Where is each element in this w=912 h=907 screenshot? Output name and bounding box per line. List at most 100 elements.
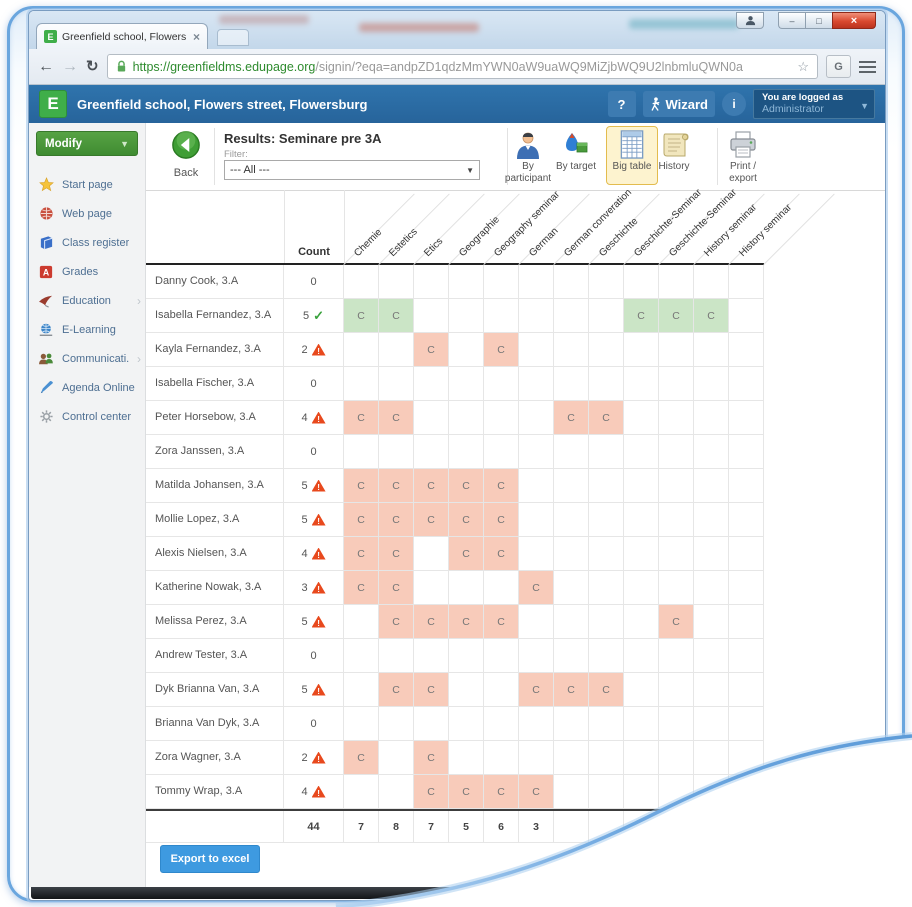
empty-cell[interactable] — [589, 741, 624, 774]
empty-cell[interactable] — [659, 469, 694, 502]
empty-cell[interactable] — [624, 333, 659, 366]
empty-cell[interactable] — [344, 605, 379, 638]
empty-cell[interactable] — [554, 639, 589, 672]
enrolled-cell[interactable]: C — [484, 605, 519, 638]
by-target-button[interactable]: By target — [550, 127, 602, 185]
empty-cell[interactable] — [694, 707, 729, 740]
empty-cell[interactable] — [344, 673, 379, 706]
empty-cell[interactable] — [694, 401, 729, 434]
enrolled-cell[interactable]: C — [449, 469, 484, 502]
empty-cell[interactable] — [484, 571, 519, 604]
enrolled-cell[interactable]: C — [414, 775, 449, 808]
empty-cell[interactable] — [519, 469, 554, 502]
enrolled-cell[interactable]: C — [379, 673, 414, 706]
empty-cell[interactable] — [554, 707, 589, 740]
empty-cell[interactable] — [729, 469, 764, 502]
print-export-button[interactable]: Print / export — [717, 127, 769, 185]
history-button[interactable]: History — [648, 127, 700, 185]
info-icon[interactable]: i — [722, 92, 746, 116]
empty-cell[interactable] — [659, 673, 694, 706]
enrolled-cell[interactable]: C — [449, 537, 484, 570]
sidebar-item-education[interactable]: Education › — [29, 286, 145, 315]
empty-cell[interactable] — [729, 571, 764, 604]
empty-cell[interactable] — [624, 673, 659, 706]
empty-cell[interactable] — [449, 639, 484, 672]
enrolled-cell[interactable]: C — [659, 299, 694, 332]
empty-cell[interactable] — [624, 639, 659, 672]
empty-cell[interactable] — [694, 741, 729, 774]
empty-cell[interactable] — [624, 571, 659, 604]
enrolled-cell[interactable]: C — [344, 469, 379, 502]
enrolled-cell[interactable]: C — [484, 333, 519, 366]
empty-cell[interactable] — [379, 333, 414, 366]
empty-cell[interactable] — [414, 401, 449, 434]
empty-cell[interactable] — [449, 265, 484, 298]
minimize-button[interactable]: – — [778, 12, 805, 29]
empty-cell[interactable] — [379, 707, 414, 740]
enrolled-cell[interactable]: C — [344, 537, 379, 570]
empty-cell[interactable] — [694, 605, 729, 638]
export-to-excel-button[interactable]: Export to excel — [160, 845, 260, 873]
enrolled-cell[interactable]: C — [694, 299, 729, 332]
empty-cell[interactable] — [449, 299, 484, 332]
empty-cell[interactable] — [589, 333, 624, 366]
empty-cell[interactable] — [659, 537, 694, 570]
enrolled-cell[interactable]: C — [624, 299, 659, 332]
empty-cell[interactable] — [659, 333, 694, 366]
sidebar-item-start-page[interactable]: Start page — [29, 170, 145, 199]
close-button[interactable]: × — [832, 12, 876, 29]
forward-nav-icon[interactable]: → — [62, 57, 78, 75]
empty-cell[interactable] — [729, 673, 764, 706]
empty-cell[interactable] — [624, 605, 659, 638]
empty-cell[interactable] — [694, 469, 729, 502]
enrolled-cell[interactable]: C — [379, 299, 414, 332]
empty-cell[interactable] — [659, 401, 694, 434]
empty-cell[interactable] — [554, 435, 589, 468]
empty-cell[interactable] — [449, 367, 484, 400]
empty-cell[interactable] — [729, 299, 764, 332]
enrolled-cell[interactable]: C — [449, 775, 484, 808]
empty-cell[interactable] — [729, 775, 764, 808]
empty-cell[interactable] — [589, 435, 624, 468]
sidebar-item-class-register[interactable]: Class register — [29, 228, 145, 257]
back-nav-icon[interactable]: ← — [38, 57, 54, 75]
empty-cell[interactable] — [694, 333, 729, 366]
enrolled-cell[interactable]: C — [379, 537, 414, 570]
modify-button[interactable]: Modify ▼ — [36, 131, 138, 156]
user-menu[interactable]: You are logged as Administrator ▼ — [753, 89, 875, 119]
empty-cell[interactable] — [519, 537, 554, 570]
filter-select[interactable]: --- All --- ▼ — [224, 160, 480, 180]
empty-cell[interactable] — [659, 367, 694, 400]
sidebar-item-web-page[interactable]: Web page — [29, 199, 145, 228]
empty-cell[interactable] — [729, 741, 764, 774]
empty-cell[interactable] — [414, 265, 449, 298]
address-bar[interactable]: https://greenfieldms.edupage.org/signin/… — [106, 54, 818, 79]
empty-cell[interactable] — [379, 265, 414, 298]
empty-cell[interactable] — [449, 435, 484, 468]
enrolled-cell[interactable]: C — [344, 299, 379, 332]
empty-cell[interactable] — [729, 503, 764, 536]
empty-cell[interactable] — [624, 503, 659, 536]
sidebar-item-e-learning[interactable]: E-Learning — [29, 315, 145, 344]
empty-cell[interactable] — [589, 571, 624, 604]
empty-cell[interactable] — [344, 775, 379, 808]
empty-cell[interactable] — [624, 537, 659, 570]
empty-cell[interactable] — [344, 639, 379, 672]
empty-cell[interactable] — [659, 775, 694, 808]
enrolled-cell[interactable]: C — [484, 503, 519, 536]
empty-cell[interactable] — [624, 265, 659, 298]
empty-cell[interactable] — [414, 707, 449, 740]
help-button[interactable]: ? — [607, 91, 636, 117]
empty-cell[interactable] — [484, 639, 519, 672]
new-tab-button[interactable] — [217, 29, 249, 46]
sidebar-item-control-center[interactable]: Control center — [29, 402, 145, 431]
empty-cell[interactable] — [484, 367, 519, 400]
empty-cell[interactable] — [729, 639, 764, 672]
empty-cell[interactable] — [729, 537, 764, 570]
empty-cell[interactable] — [659, 707, 694, 740]
maximize-button[interactable]: □ — [805, 12, 832, 29]
enrolled-cell[interactable]: C — [449, 605, 484, 638]
empty-cell[interactable] — [379, 367, 414, 400]
enrolled-cell[interactable]: C — [379, 469, 414, 502]
empty-cell[interactable] — [344, 435, 379, 468]
